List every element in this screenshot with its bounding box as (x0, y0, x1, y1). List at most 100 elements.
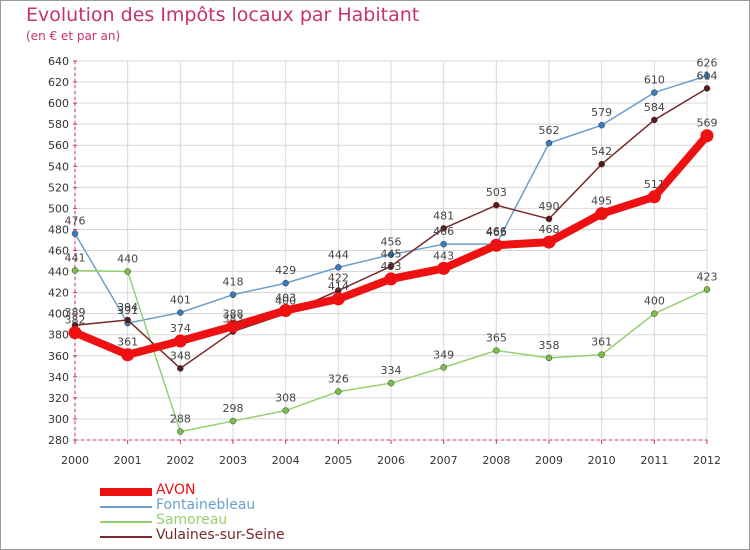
data-label-avon: 465 (486, 226, 507, 239)
data-label-avon: 433 (381, 260, 402, 273)
data-point-avon (542, 235, 556, 249)
y-tick-label: 580 (48, 118, 69, 131)
data-label-samoreau: 308 (275, 392, 296, 405)
chart-axes: 280 300 320 340 360 380 400 420 440 460 480 500 520 5… (48, 55, 721, 467)
data-point-fontainebleau (440, 240, 447, 248)
data-point-fontainebleau (177, 309, 184, 316)
data-label-avon: 468 (539, 223, 560, 236)
data-point-vulaines-sur-seine (177, 365, 184, 372)
data-label-vulaines-sur-seine: 542 (591, 145, 612, 158)
data-point-fontainebleau (651, 89, 658, 96)
data-label-samoreau: 423 (697, 270, 718, 283)
y-tick-label: 300 (48, 413, 69, 426)
data-point-samoreau (703, 286, 711, 293)
data-label-vulaines-sur-seine: 400 (275, 295, 296, 308)
data-point-fontainebleau (335, 264, 342, 271)
data-point-samoreau (493, 347, 500, 354)
data-label-samoreau: 365 (486, 332, 507, 345)
x-tick-label: 2000 (61, 454, 89, 467)
y-tick-label: 420 (48, 287, 69, 300)
legend-swatch (100, 506, 152, 508)
x-tick-label: 2002 (166, 454, 194, 467)
data-label-vulaines-sur-seine: 422 (328, 272, 349, 285)
data-point-avon (700, 129, 714, 143)
data-point-fontainebleau (545, 139, 553, 147)
data-label-samoreau: 334 (381, 364, 402, 377)
data-point-avon (331, 292, 345, 306)
data-label-samoreau: 358 (539, 339, 560, 352)
legend-swatch (100, 521, 152, 523)
data-label-avon: 388 (223, 307, 244, 320)
legend-label: Vulaines-sur-Seine (156, 527, 285, 543)
x-tick-label: 2011 (640, 454, 668, 467)
data-point-avon (173, 334, 187, 348)
chart-title: Evolution des Impôts locaux par Habitant (26, 4, 420, 26)
legend-swatch (100, 488, 152, 496)
data-label-avon: 414 (328, 280, 349, 293)
data-label-avon: 569 (697, 117, 718, 130)
y-tick-label: 360 (48, 350, 69, 363)
data-point-vulaines-sur-seine (387, 263, 395, 270)
data-label-avon: 443 (433, 249, 454, 262)
data-label-vulaines-sur-seine: 481 (433, 209, 454, 222)
data-label-fontainebleau: 579 (591, 106, 612, 119)
x-tick-label: 2001 (114, 454, 142, 467)
data-label-avon: 495 (591, 195, 612, 208)
data-label-fontainebleau: 466 (433, 225, 454, 238)
data-label-fontainebleau: 562 (539, 124, 560, 137)
data-point-samoreau (71, 267, 79, 274)
data-label-fontainebleau: 444 (328, 248, 349, 261)
data-label-avon: 403 (275, 292, 296, 305)
data-point-samoreau (177, 428, 184, 435)
y-tick-label: 460 (48, 245, 69, 258)
data-label-samoreau: 298 (223, 402, 244, 415)
data-point-avon (279, 304, 293, 318)
data-label-avon: 511 (644, 178, 665, 191)
data-label-fontainebleau: 626 (697, 57, 718, 70)
y-tick-label: 540 (48, 160, 69, 173)
data-point-fontainebleau (387, 251, 395, 258)
data-point-samoreau (598, 351, 605, 358)
y-tick-label: 600 (48, 97, 69, 110)
data-point-vulaines-sur-seine (545, 215, 553, 223)
data-label-fontainebleau: 418 (223, 276, 244, 289)
data-point-samoreau (545, 354, 553, 362)
x-tick-label: 2007 (430, 454, 458, 467)
data-label-avon: 374 (170, 322, 191, 335)
data-label-vulaines-sur-seine: 445 (381, 247, 402, 260)
y-tick-label: 520 (48, 181, 69, 194)
y-tick-label: 560 (48, 139, 69, 152)
y-tick-label: 440 (48, 266, 69, 279)
x-tick-label: 2005 (324, 454, 352, 467)
data-label-vulaines-sur-seine: 394 (117, 301, 138, 314)
data-label-vulaines-sur-seine: 348 (170, 349, 191, 362)
data-label-fontainebleau: 476 (65, 215, 86, 228)
data-point-samoreau (124, 268, 131, 275)
data-label-avon: 361 (117, 336, 138, 349)
data-point-fontainebleau (282, 279, 289, 287)
data-point-vulaines-sur-seine (703, 85, 711, 92)
data-label-samoreau: 288 (170, 413, 191, 426)
data-label-vulaines-sur-seine: 389 (65, 306, 86, 319)
data-point-samoreau (282, 407, 289, 414)
series-lines (68, 72, 714, 435)
y-tick-label: 380 (48, 329, 69, 342)
legend-label: AVON (156, 482, 196, 498)
x-tick-label: 2009 (535, 454, 563, 467)
x-tick-label: 2010 (588, 454, 616, 467)
y-tick-label: 280 (48, 434, 69, 447)
data-label-vulaines-sur-seine: 584 (644, 101, 665, 114)
data-label-samoreau: 441 (65, 252, 86, 265)
data-label-fontainebleau: 456 (381, 236, 402, 249)
data-point-samoreau (335, 388, 342, 395)
x-tick-label: 2004 (272, 454, 300, 467)
series-value-labels: 476 391 401 418 429 444 456 466 466 562 579 610 626 4… (65, 57, 718, 426)
data-point-avon (647, 190, 661, 204)
data-point-avon (226, 319, 240, 333)
data-label-vulaines-sur-seine: 383 (223, 313, 244, 326)
data-point-vulaines-sur-seine (440, 225, 447, 232)
data-point-samoreau (440, 364, 447, 371)
data-point-avon (68, 326, 82, 340)
